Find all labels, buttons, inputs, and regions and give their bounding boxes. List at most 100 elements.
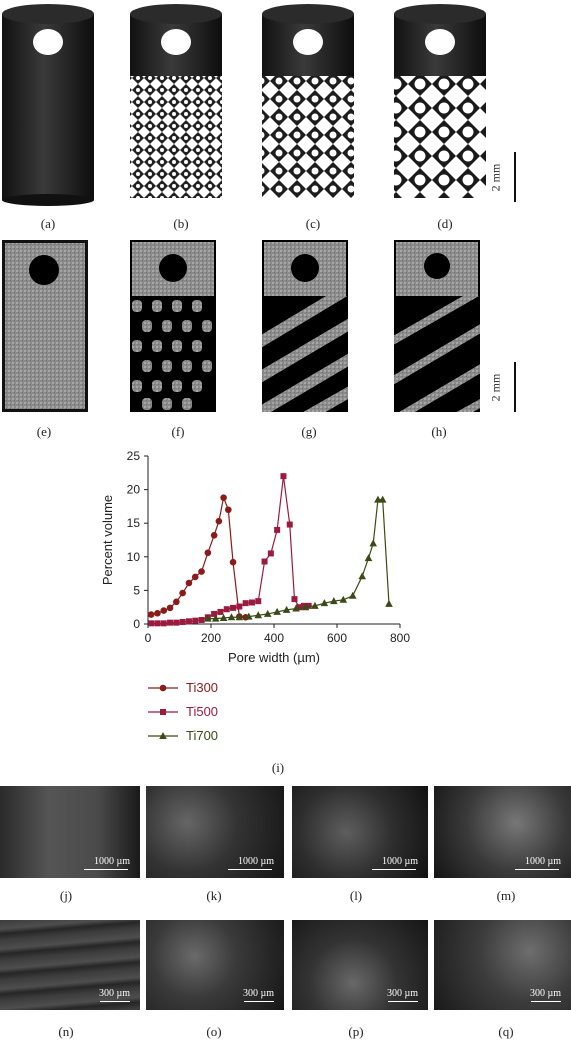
data-point-ti500 [217, 608, 224, 615]
panel-label-i: (i) [271, 760, 285, 775]
render-ti300 [130, 4, 222, 198]
y-tick-label: 10 [127, 550, 141, 564]
render-solid [2, 4, 94, 206]
panel-label-m: (m) [496, 888, 516, 903]
ct-slice-ti700 [394, 240, 480, 412]
data-point-ti700 [369, 539, 378, 547]
sem-image-ti700-hi: 300 µm [434, 920, 571, 1010]
data-point-ti700 [358, 572, 366, 580]
data-point-ti500 [300, 602, 307, 609]
panel-label-j: (j) [59, 888, 73, 903]
data-point-ti500 [255, 598, 262, 605]
sem-scale-label: 300 µm [386, 988, 418, 999]
legend-marker-ti700 [159, 732, 167, 739]
data-point-ti500 [179, 618, 186, 625]
ct-slice-ti300 [130, 240, 216, 412]
legend-label-ti500: Ti500 [186, 704, 218, 719]
x-tick-label: 400 [264, 631, 284, 645]
sem-image-ti300: 1000 µm [146, 786, 284, 878]
data-point-ti700 [311, 601, 319, 609]
scale-label-row2: 2 mm [488, 373, 503, 402]
data-point-ti300 [198, 568, 205, 575]
panel-label-o: (o) [206, 1024, 222, 1039]
sem-scale-bar [531, 1000, 561, 1002]
y-tick-label: 5 [133, 583, 140, 597]
data-point-ti500 [261, 558, 268, 565]
pore-size-chart-svg: 0 5 10 15 20 25 0 200 400 600 800 Pore width (µm) Pe… [100, 449, 410, 743]
data-point-ti300 [185, 579, 193, 587]
sem-scale-bar [372, 868, 416, 870]
data-point-ti500 [248, 599, 255, 606]
sem-image-ti700: 1000 µm [434, 786, 571, 878]
sem-image-ti500: 1000 µm [292, 786, 428, 878]
legend-marker-ti500 [160, 709, 166, 715]
legend-label-ti700: Ti700 [186, 728, 218, 743]
data-point-ti700 [235, 613, 244, 621]
data-point-ti700 [364, 554, 373, 562]
panel-label-q: (q) [498, 1024, 514, 1039]
data-point-ti300 [154, 609, 161, 617]
data-point-ti700 [227, 613, 236, 621]
series-line-ti700 [207, 499, 390, 620]
data-point-ti300 [160, 607, 168, 614]
data-point-ti300 [225, 506, 232, 514]
data-point-ti300 [204, 549, 212, 557]
data-point-ti500 [267, 550, 274, 557]
sem-scale-label: 300 µm [529, 988, 561, 999]
y-tick-label: 15 [127, 516, 141, 530]
y-tick-label: 0 [133, 617, 140, 631]
scaffold-renders-svg [2, 4, 486, 206]
data-point-ti500 [154, 620, 161, 627]
y-axis-title: Percent volume [100, 495, 115, 585]
data-point-ti500 [160, 620, 167, 627]
data-point-ti300 [179, 589, 186, 597]
x-tick-label: 200 [201, 631, 221, 645]
panel-label-f: (f) [171, 424, 185, 439]
panel-label-e: (e) [36, 424, 52, 439]
panel-label-b: (b) [173, 216, 189, 231]
data-point-ti300 [147, 611, 155, 618]
sem-image-solid: 1000 µm [0, 786, 140, 878]
scale-bar-row2 [514, 362, 516, 412]
data-point-ti700 [301, 603, 310, 611]
data-point-ti700 [273, 607, 281, 615]
data-point-ti500 [236, 603, 243, 610]
panel-label-p: (p) [348, 1024, 364, 1039]
legend-label-ti300: Ti300 [186, 680, 218, 695]
x-tick-label: 800 [390, 631, 410, 645]
x-tick-label: 600 [327, 631, 347, 645]
panel-label-g: (g) [301, 424, 317, 439]
data-point-ti700 [348, 591, 357, 599]
x-tick-label: 0 [145, 631, 152, 645]
sem-scale-bar [228, 868, 272, 870]
data-point-ti500 [173, 619, 180, 626]
y-tick-label: 25 [127, 449, 141, 463]
data-point-ti500 [274, 526, 281, 533]
data-point-ti500 [230, 604, 237, 611]
panel-label-l: (l) [349, 888, 363, 903]
data-point-ti300 [229, 558, 237, 566]
sem-scale-bar [388, 1000, 418, 1002]
render-ti500 [262, 4, 354, 198]
data-point-ti700 [219, 613, 228, 621]
sem-scale-label: 1000 µm [381, 856, 418, 867]
data-point-ti500 [192, 617, 199, 624]
sem-image-ti300-hi: 300 µm [146, 920, 284, 1010]
data-point-ti700 [378, 495, 387, 503]
data-point-ti700 [320, 599, 329, 607]
sem-scale-bar [244, 1000, 274, 1002]
sem-image-solid-hi: 300 µm [0, 920, 140, 1010]
data-point-ti500 [305, 602, 312, 609]
panel-label-c: (c) [305, 216, 321, 231]
sem-scale-bar [100, 1000, 130, 1002]
data-point-ti300 [210, 531, 218, 539]
panel-label-a: (a) [40, 216, 56, 231]
data-point-ti500 [286, 521, 293, 528]
sem-scale-bar [84, 868, 128, 870]
data-point-ti500 [280, 473, 287, 480]
data-point-ti700 [282, 605, 291, 613]
sem-image-ti500-hi: 300 µm [292, 920, 428, 1010]
data-point-ti500 [296, 604, 303, 611]
series-line-ti300 [151, 495, 246, 618]
data-point-ti500 [185, 618, 192, 625]
